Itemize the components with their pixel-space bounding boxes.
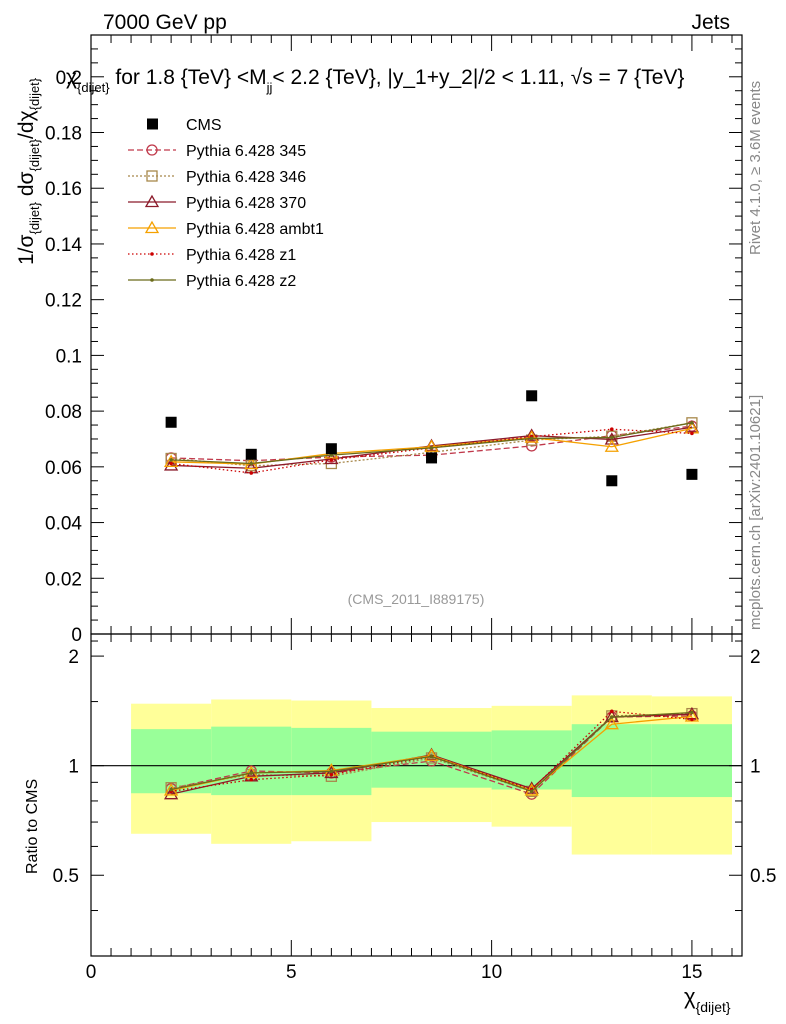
marker-dot <box>690 717 694 722</box>
marker-triangle <box>604 716 619 730</box>
side-url-text: mcplots.cern.ch [arXiv:2401.10621] <box>747 395 764 630</box>
marker-dot <box>429 754 434 759</box>
cms-data-point <box>245 448 257 460</box>
marker-triangle <box>424 439 439 452</box>
marker-triangle <box>144 194 160 208</box>
x-tick-label: 0 <box>86 962 97 983</box>
marker-dot <box>690 421 694 425</box>
marker-triangle <box>604 439 619 452</box>
cms-data-point <box>426 452 438 464</box>
marker-dot <box>169 458 173 462</box>
y-tick-label: 0.18 <box>45 124 82 145</box>
marker-dot <box>610 715 614 719</box>
marker-triangle <box>164 454 179 467</box>
marker-square <box>146 170 158 182</box>
marker-dot <box>249 461 254 466</box>
marker-dot <box>249 771 254 775</box>
x-axis-label: χ{dijet} <box>684 984 731 1015</box>
marker-dot <box>690 710 694 715</box>
marker-dot <box>169 787 173 792</box>
y-axis-label-ratio: Ratio to CMS <box>24 779 41 874</box>
legend-label: Pythia 6.428 346 <box>186 169 306 186</box>
legend-label: Pythia 6.428 345 <box>186 143 306 160</box>
ratio-plot-frame <box>90 633 743 957</box>
ratio-y-tick-label-right: 1 <box>750 757 761 778</box>
marker-triangle <box>164 458 179 471</box>
cms-data-point <box>165 416 177 428</box>
marker-dot <box>529 436 534 441</box>
marker-dot <box>150 252 154 256</box>
y-tick-label: 0.04 <box>45 514 82 535</box>
plot-title: χ{dijet} for 1.8 {TeV} <Mjj< 2.2 {TeV}, … <box>66 66 684 95</box>
marker-triangle <box>604 432 619 445</box>
legend-label: Pythia 6.428 z1 <box>186 247 296 264</box>
y-tick-label: 0 <box>71 625 82 646</box>
y-tick-label: 0.06 <box>45 458 82 479</box>
header-left: 7000 GeV pp <box>103 11 227 34</box>
marker-circle <box>526 440 538 452</box>
marker-dot <box>610 709 614 714</box>
uncertainty-band-inner <box>291 727 372 796</box>
y-tick-label: 0.16 <box>45 179 82 200</box>
marker-dot <box>329 772 334 777</box>
marker-dot <box>150 278 154 282</box>
marker-circle <box>146 144 158 156</box>
uncertainty-band-inner <box>571 724 652 798</box>
series-line-p346 <box>171 422 693 467</box>
marker-triangle <box>424 748 439 761</box>
marker-dot <box>249 471 254 475</box>
marker-dot <box>610 435 614 440</box>
legend-label: Pythia 6.428 z2 <box>186 273 296 290</box>
marker-triangle <box>244 765 259 779</box>
legend-label: CMS <box>186 117 222 134</box>
series-line-p345 <box>171 425 692 462</box>
ratio-y-tick-label-left: 2 <box>68 647 79 668</box>
legend-marker-cms <box>147 118 158 130</box>
cms-data-point <box>526 390 538 402</box>
legend-label: Pythia 6.428 ambt1 <box>186 221 324 238</box>
x-tick-label: 15 <box>681 962 702 983</box>
analysis-tag: (CMS_2011_I889175) <box>348 591 485 607</box>
y-tick-label: 0.14 <box>45 235 82 256</box>
uncertainty-band-inner <box>211 726 292 796</box>
marker-triangle <box>144 220 160 234</box>
side-rivet-text: Rivet 4.1.0, ≥ 3.6M events <box>747 81 764 255</box>
marker-triangle <box>164 783 179 796</box>
legend-label: Pythia 6.428 370 <box>186 195 306 212</box>
y-tick-label: 0.1 <box>56 346 82 367</box>
y-tick-label: 0.08 <box>45 402 82 423</box>
marker-dot <box>329 458 334 462</box>
uncertainty-band-inner <box>651 724 732 798</box>
header-right: Jets <box>691 11 730 34</box>
marker-dot <box>610 427 614 432</box>
marker-dot <box>329 453 334 457</box>
ratio-y-tick-label-left: 0.5 <box>53 866 79 887</box>
ratio-y-tick-label-left: 1 <box>68 757 79 778</box>
marker-dot <box>169 461 173 466</box>
cms-data-point <box>606 475 618 487</box>
x-tick-label: 10 <box>481 962 502 983</box>
y-tick-label: 0.2 <box>56 68 82 89</box>
marker-dot <box>329 769 334 774</box>
y-tick-label: 0.12 <box>45 291 82 312</box>
marker-dot <box>690 431 694 436</box>
marker-triangle <box>164 786 179 800</box>
y-tick-label: 0.02 <box>45 569 82 590</box>
marker-dot <box>249 777 254 782</box>
x-tick-label: 5 <box>286 962 297 983</box>
cms-data-point <box>686 468 698 480</box>
marker-triangle <box>324 765 339 779</box>
y-axis-label-main: 1/σ{dijet} dσ{dijet}/dχ{dijet} <box>15 77 42 265</box>
ratio-y-tick-label-right: 0.5 <box>750 866 776 887</box>
marker-dot <box>429 446 434 450</box>
ratio-y-tick-label-right: 2 <box>750 647 761 668</box>
cms-data-point <box>325 443 337 455</box>
marker-dot <box>529 789 534 794</box>
